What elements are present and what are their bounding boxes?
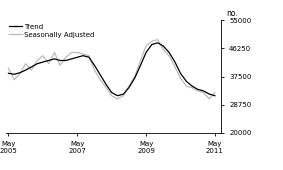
Text: no.: no. bbox=[226, 9, 238, 18]
Legend: Trend, Seasonally Adjusted: Trend, Seasonally Adjusted bbox=[9, 24, 95, 38]
